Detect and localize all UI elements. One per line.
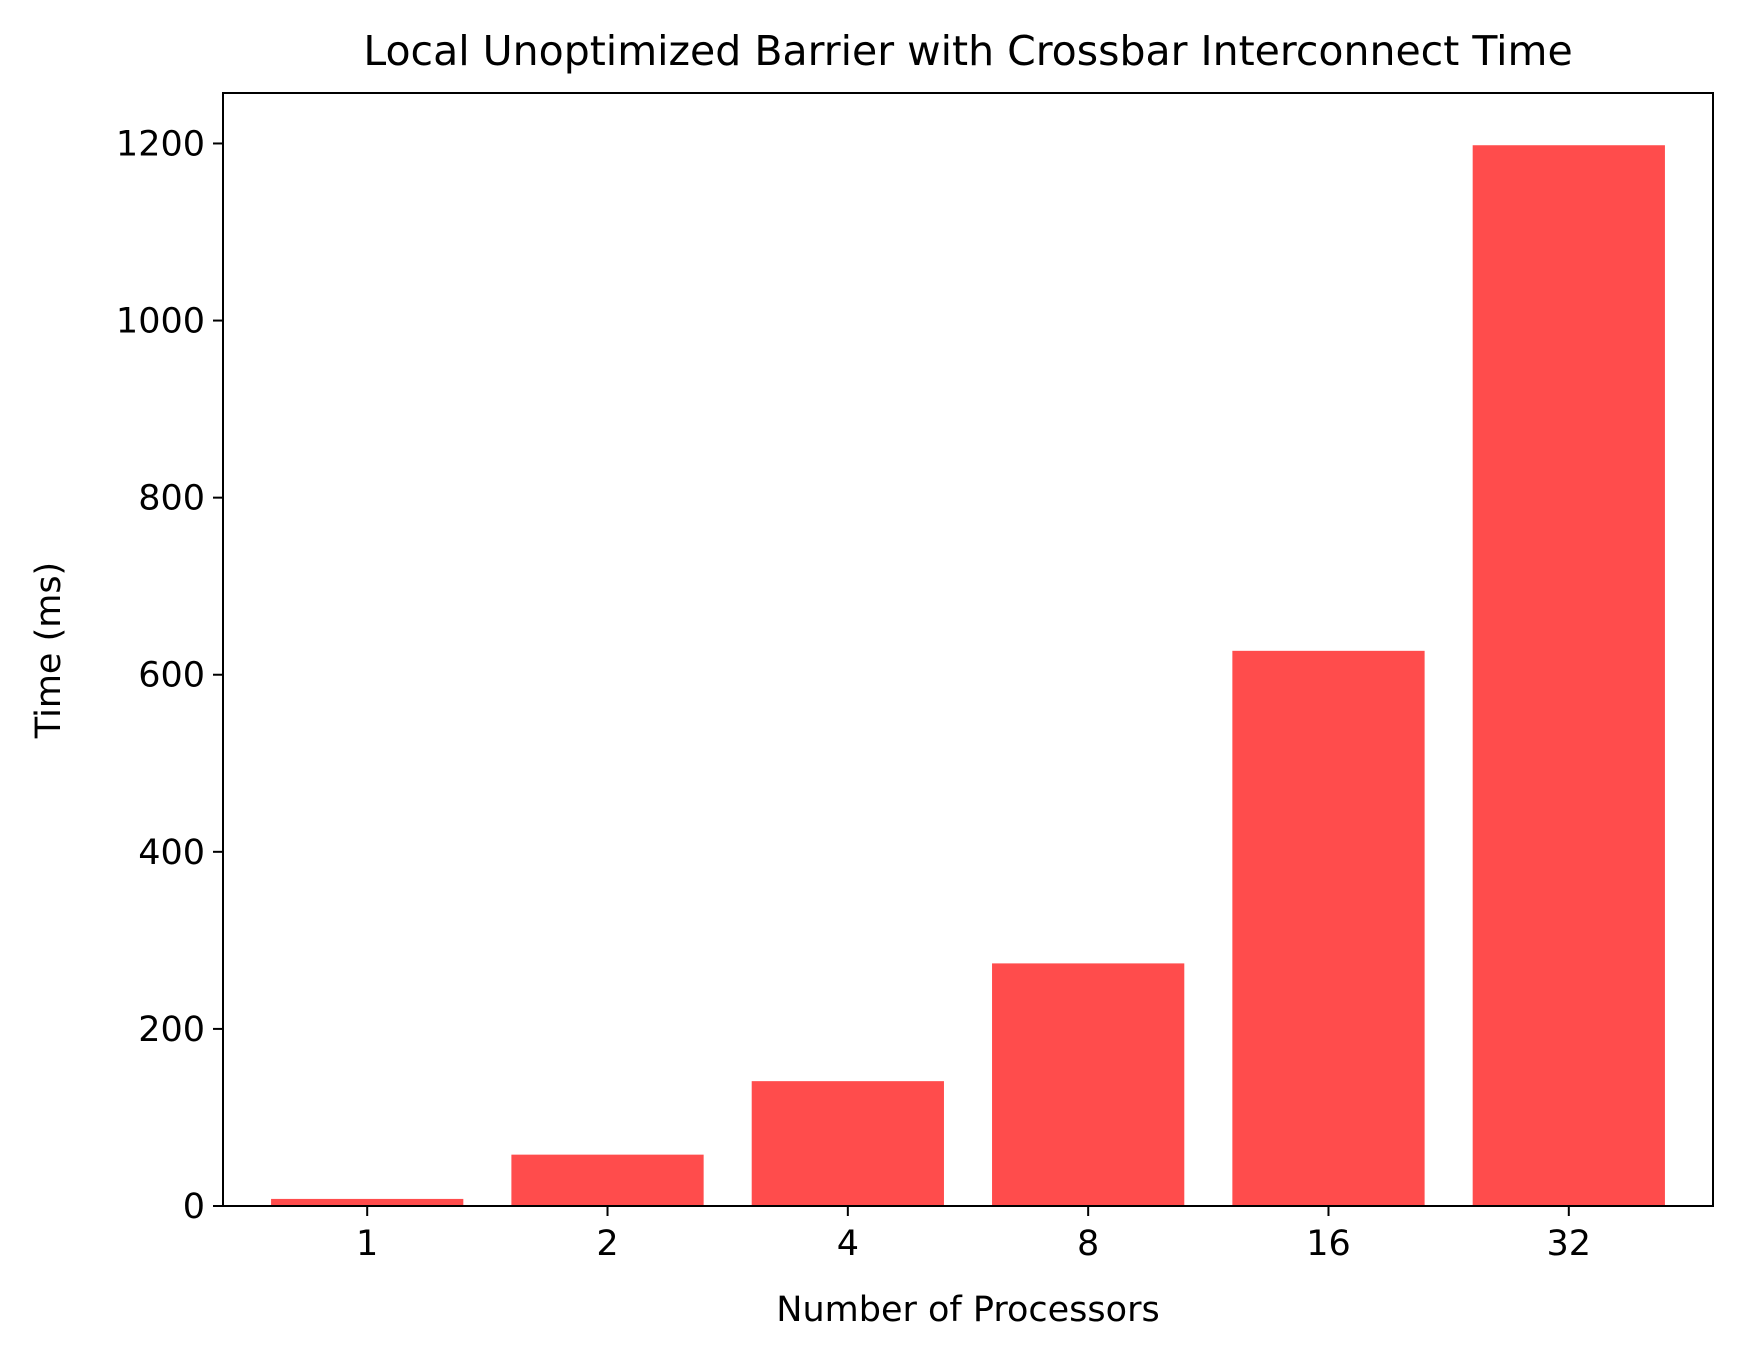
- y-tick-label: 400: [138, 833, 205, 873]
- x-tick-label: 4: [837, 1224, 859, 1264]
- y-axis-ticks: 0 200 400 600 800 1000 1200: [116, 124, 223, 1227]
- x-axis-label: Number of Processors: [776, 1290, 1159, 1330]
- bar-16: [1232, 650, 1425, 1206]
- y-tick-label: 1200: [116, 124, 205, 164]
- x-tick-label: 8: [1077, 1224, 1099, 1264]
- chart-title: Local Unoptimized Barrier with Crossbar …: [363, 27, 1572, 75]
- y-tick-label: 1000: [116, 302, 205, 342]
- bar-2: [511, 1154, 704, 1206]
- plot-frame: [222, 92, 1714, 1207]
- bar-4: [751, 1081, 944, 1206]
- bar-1: [271, 1198, 464, 1206]
- x-tick-label: 1: [356, 1224, 378, 1264]
- x-tick-label: 32: [1547, 1224, 1592, 1264]
- x-axis-ticks: 1 2 4 8 16 32: [356, 1206, 1591, 1264]
- y-axis-label: Time (ms): [29, 562, 69, 739]
- bar-32: [1472, 145, 1665, 1206]
- bars-layer: [271, 145, 1665, 1206]
- x-tick-label: 2: [596, 1224, 618, 1264]
- y-tick-label: 600: [138, 656, 205, 696]
- y-tick-label: 200: [138, 1010, 205, 1050]
- y-tick-label: 800: [138, 479, 205, 519]
- bar-8: [992, 963, 1185, 1206]
- y-tick-label: 0: [183, 1187, 205, 1227]
- x-tick-label: 16: [1306, 1224, 1351, 1264]
